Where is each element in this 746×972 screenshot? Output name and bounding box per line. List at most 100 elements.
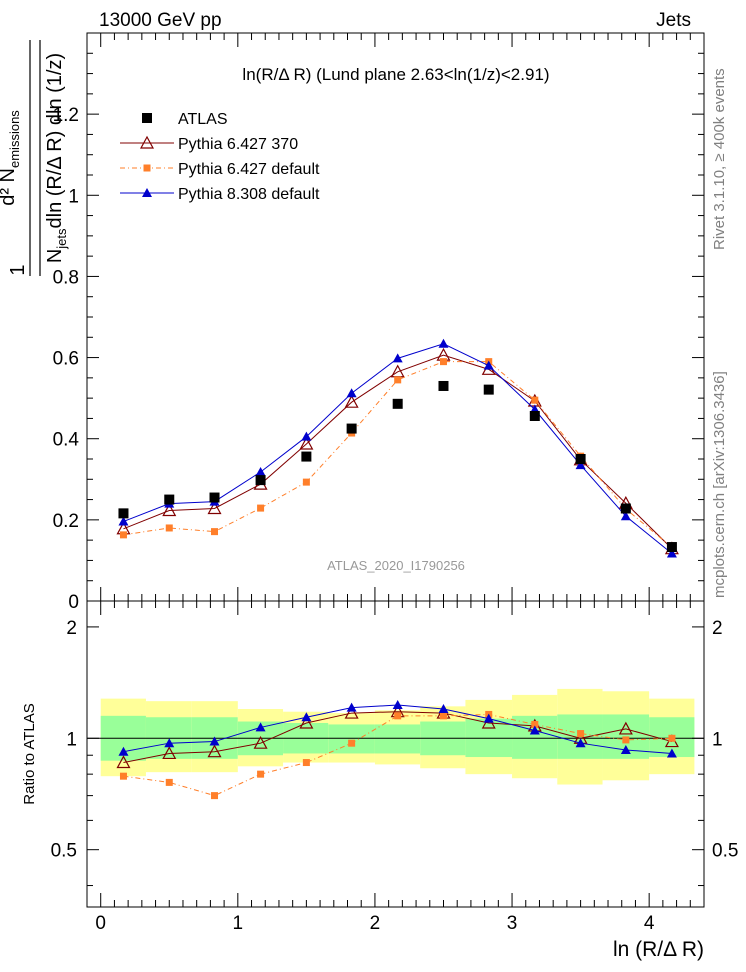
ratio-point [119,772,127,780]
y-label-denominator: Njetsdln (R/Δ R) dln (1/z) [44,53,69,263]
y-label-numerator-main: d² N [0,168,19,206]
data-point [255,475,266,486]
legend-marker [142,188,152,197]
ratio-point [438,704,449,714]
ratio-point [257,770,265,778]
data-point [620,511,631,521]
ratio-panel: 0.5 0.5 1 1 2 2 0 1 2 3 4 Ratio to ATLAS ln (R/Δ … [21,600,738,961]
data-point [531,396,539,404]
ratio-series [116,700,679,800]
ratio-y-tick-label-right: 1 [712,729,723,750]
band-inner [374,724,421,754]
ratio-point [439,712,447,720]
data-point [483,384,494,395]
ratio-point [483,713,494,723]
data-point [344,394,359,408]
ratio-point [253,735,268,749]
ratio-point [620,744,631,754]
data-point [346,423,357,434]
ratio-point [211,792,219,800]
legend-label: ATLAS [178,111,228,128]
x-tick-label: 2 [370,913,381,934]
ratio-point [577,730,585,738]
main-panel: ln(R/Δ R) (Lund plane 2.63<ln(1/z)<2.91)… [53,32,705,613]
ratio-point [207,744,222,758]
ratio-point [575,738,586,748]
ratio-point [344,705,359,719]
ratio-point [531,720,539,728]
ratio-point [348,739,356,747]
ratio-point [118,746,129,756]
ratio-point [299,715,314,729]
ratio-y-label: Ratio to ATLAS [21,703,38,804]
y-label-numerator: d² Nemissions [0,110,22,206]
ratio-y-tick-label: 2 [66,618,77,639]
data-point [620,503,631,514]
main-series [116,338,679,558]
rivet-label: Rivet 3.1.10, ≥ 400k events [711,68,728,250]
y-label-denominator-main: N [44,249,66,263]
ratio-point [622,736,630,744]
ratio-point [302,759,310,767]
ratio-point [346,702,357,712]
x-tick-label: 3 [507,913,518,934]
data-point [207,501,222,515]
ratio-y-tick-label: 0.5 [51,841,77,862]
legend-label: Pythia 6.427 370 [178,136,298,153]
ratio-y-axis: 0.5 0.5 1 1 2 2 [51,618,738,887]
data-point [666,548,677,558]
series-line [123,343,673,554]
data-point [299,436,314,450]
x-tick-label: 1 [233,913,244,934]
data-point [575,460,586,470]
y-tick-label: 0.2 [53,511,79,532]
y-label-numerator-sub: emissions [7,110,22,168]
y-tick-label: 0.8 [53,267,79,288]
ratio-point [255,722,266,732]
data-point [118,508,129,519]
data-point [162,503,177,517]
data-point [439,358,447,366]
y-tick-label: 0.6 [53,349,79,370]
ratio-y-tick-label-right: 2 [712,618,723,639]
data-point [529,410,540,421]
data-point [394,376,402,384]
data-point [165,524,173,532]
data-point [392,353,403,363]
data-point [438,338,449,348]
data-point [257,504,265,512]
y-tick-label: 1.2 [53,105,79,126]
data-point [255,466,266,476]
y-label-prefix: 1 [7,264,29,275]
x-tick-label: 0 [95,913,106,934]
series-line [123,354,673,550]
ratio-point [666,748,677,758]
y-axis-label: 1 d² Nemissions Njetsdln (R/Δ R) dln (1/… [0,40,69,276]
data-point [301,431,312,441]
band-inner [328,724,375,754]
y-tick-label: 1 [68,186,79,207]
data-point [209,492,220,503]
ratio-point [301,712,312,722]
y-tick-label: 0 [68,592,79,613]
data-point [483,360,494,370]
ratio-point [116,755,131,769]
main-x-ticks [86,33,705,601]
data-point [666,542,677,553]
header-right: Jets [656,10,691,31]
x-tick-label: 4 [644,913,655,934]
data-point [118,516,129,526]
ratio-y-tick-label-right: 0.5 [712,841,738,862]
legend: ATLAS Pythia 6.427 370 Pythia 6.427 defaul… [120,111,320,203]
legend-marker [142,113,152,123]
main-y-axis: 0 0.2 0.4 0.6 0.8 1 1.2 [53,32,704,613]
y-label-denominator-sub: jets [54,228,69,250]
ratio-point [164,738,175,748]
ratio-point [392,700,403,710]
chart-title: ln(R/Δ R) (Lund plane 2.63<ln(1/z)<2.91) [242,65,549,84]
ratio-y-tick-label: 1 [66,729,77,750]
header-left: 13000 GeV pp [99,10,222,31]
ratio-point [394,712,402,720]
ratio-point [209,736,220,746]
